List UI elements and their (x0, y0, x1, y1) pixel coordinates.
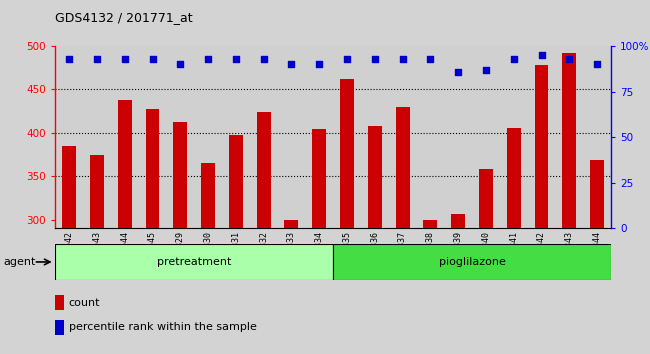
Point (231, 56, 241, 62)
Bar (417, 46, 445, 228)
Text: GDS4132 / 201771_at: GDS4132 / 201771_at (55, 11, 193, 24)
Bar (118, 100, 132, 354)
Bar (83, 46, 111, 228)
Point (370, 56, 380, 62)
Point (64, 56, 74, 62)
Bar (423, 219, 437, 354)
Point (536, 52, 547, 58)
Point (508, 56, 519, 62)
Bar (479, 169, 493, 354)
Bar (55, 244, 333, 280)
Bar (500, 46, 528, 228)
Text: count: count (69, 298, 100, 308)
Bar (62, 146, 76, 354)
Bar (55, 295, 64, 310)
Bar (361, 46, 389, 228)
Bar (222, 46, 250, 228)
Point (592, 61, 603, 67)
Point (453, 69, 463, 74)
Point (314, 61, 324, 67)
Bar (333, 244, 611, 280)
Bar (250, 46, 278, 228)
Bar (194, 46, 222, 228)
Bar (472, 46, 500, 228)
Bar (257, 112, 270, 354)
Bar (201, 163, 215, 354)
Point (203, 56, 213, 62)
Point (120, 56, 130, 62)
Bar (507, 128, 521, 354)
Bar (55, 46, 83, 228)
Point (397, 56, 408, 62)
Bar (146, 109, 159, 354)
Bar (451, 213, 465, 354)
Point (259, 56, 269, 62)
Text: pioglilazone: pioglilazone (439, 257, 506, 267)
Point (286, 61, 296, 67)
Bar (333, 46, 361, 228)
Bar (396, 107, 410, 354)
Bar (555, 46, 583, 228)
Bar (340, 79, 354, 354)
Point (175, 61, 185, 67)
Bar (55, 320, 64, 335)
Bar (389, 46, 417, 228)
Bar (285, 219, 298, 354)
Bar (306, 46, 333, 228)
Bar (562, 53, 577, 354)
Bar (445, 46, 472, 228)
Bar (590, 160, 604, 354)
Bar (90, 155, 104, 354)
Bar (528, 46, 556, 228)
Text: percentile rank within the sample: percentile rank within the sample (69, 322, 257, 332)
Bar (583, 46, 611, 228)
Bar (229, 135, 243, 354)
Point (564, 56, 575, 62)
Bar (534, 65, 549, 354)
Bar (166, 46, 194, 228)
Text: agent: agent (3, 257, 36, 267)
Point (148, 56, 158, 62)
Point (425, 56, 436, 62)
Point (92, 56, 102, 62)
Bar (278, 46, 306, 228)
Text: pretreatment: pretreatment (157, 257, 231, 267)
Bar (174, 122, 187, 354)
Bar (111, 46, 138, 228)
Point (481, 67, 491, 73)
Point (342, 56, 352, 62)
Bar (138, 46, 166, 228)
Bar (368, 126, 382, 354)
Bar (312, 129, 326, 354)
